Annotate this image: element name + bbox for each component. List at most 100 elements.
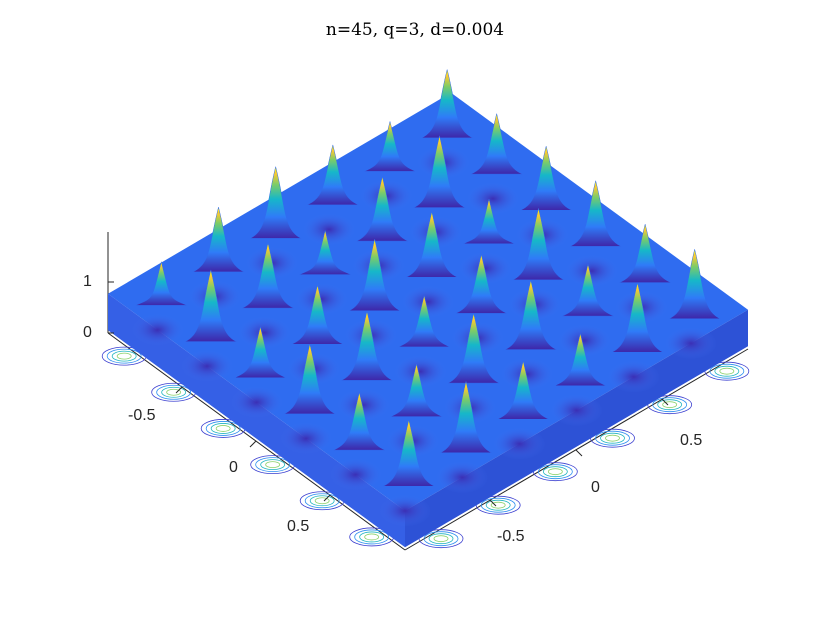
surface-peak [668, 249, 721, 319]
surface-peak [421, 69, 473, 139]
tick-mark [489, 499, 497, 507]
contour-line [605, 434, 620, 442]
contour-line [423, 531, 459, 547]
z-tick-label-0: 0 [83, 324, 92, 341]
surface-well [337, 388, 390, 421]
contour-line [485, 499, 511, 511]
y-tick-label-neg: -0.5 [497, 528, 525, 545]
tick-mark [661, 398, 669, 406]
surface-peak [619, 224, 671, 283]
contour-line [364, 533, 380, 541]
contour-line [537, 464, 573, 480]
tick-mark [323, 494, 331, 502]
x-tick-label-zero: 0 [229, 459, 238, 476]
surface-peak [307, 144, 359, 206]
surface-well [550, 394, 603, 427]
surface-well [436, 461, 489, 494]
surface-well [295, 283, 348, 316]
surface-peak [383, 419, 435, 487]
surface-well [607, 360, 660, 393]
contour-line [359, 531, 385, 543]
surface-peak [520, 146, 572, 211]
surface-peak [398, 295, 450, 348]
contour-line [490, 501, 506, 509]
surface-peak [284, 344, 336, 415]
x-tick-label-pos: 0.5 [287, 518, 309, 535]
surface-peak [497, 361, 549, 420]
surface-well [402, 285, 454, 318]
surface-peak [192, 207, 245, 273]
surface-well [379, 494, 431, 527]
surface-well [329, 458, 382, 491]
contour-line [106, 348, 142, 364]
surface-well [238, 316, 291, 349]
contour-line [116, 352, 132, 360]
contour-line [309, 495, 335, 507]
surface-well [466, 182, 519, 215]
contour-line [542, 466, 568, 478]
surface-peak [470, 113, 523, 175]
surface-well [501, 358, 553, 391]
surface-peak [242, 243, 294, 309]
contour-line [265, 461, 281, 469]
surface-peak [562, 264, 614, 317]
contour-line [255, 457, 291, 473]
y-tick-label-pos: 0.5 [680, 432, 702, 449]
contour-line [480, 497, 516, 513]
surface-peak [364, 121, 416, 172]
surface-peak [291, 284, 344, 345]
surface-peak [455, 254, 508, 314]
surface-well [459, 252, 512, 285]
surface-peak [299, 230, 351, 275]
surface-peak [447, 313, 500, 384]
surface-well [565, 254, 618, 287]
contour-line [652, 397, 688, 413]
y-tick-label-zero: 0 [591, 479, 600, 496]
x-axis-line [107, 332, 406, 551]
surface-peak [463, 199, 515, 244]
surface-well [131, 313, 184, 346]
contour-line [166, 388, 182, 396]
surface-peak [413, 135, 466, 208]
contour-line [210, 423, 236, 434]
surface-well [230, 386, 283, 419]
chart-title: n=45, q=3, d=0.004 [325, 20, 505, 40]
surface-side-left [108, 293, 405, 548]
contour-line [714, 365, 740, 377]
contour-line [428, 533, 454, 545]
surface-well [558, 324, 611, 357]
contour-line [161, 386, 187, 398]
contour-line [719, 367, 735, 375]
surface-peak [341, 311, 393, 381]
surface-peak [505, 280, 557, 350]
contour-line [662, 401, 678, 409]
contour-line [595, 430, 630, 446]
contour-line [547, 468, 563, 476]
tick-marks [108, 281, 669, 507]
surface-peak [390, 363, 443, 417]
contour-line [600, 432, 625, 444]
contour-line [205, 421, 241, 436]
contour-line [111, 350, 137, 362]
surface-peak [406, 211, 458, 278]
tick-mark [175, 386, 183, 394]
surface-well [280, 422, 332, 455]
surface-peak [554, 333, 607, 386]
surface-peak [348, 239, 401, 311]
surface-side-right [405, 309, 748, 548]
surface-well [181, 350, 233, 383]
tick-mark [575, 449, 583, 457]
z-tick-label-1: 1 [83, 273, 92, 290]
surface-peak [135, 261, 188, 306]
contour-line [260, 459, 286, 471]
surface-peak [356, 176, 409, 242]
contour-line [314, 497, 330, 505]
surface-peak [611, 282, 664, 353]
surface-peak [185, 269, 237, 342]
surface-layer [108, 69, 748, 548]
surface-peak [512, 208, 565, 281]
surface-well [303, 213, 355, 246]
surface-well [493, 427, 546, 460]
tick-mark [249, 440, 257, 448]
